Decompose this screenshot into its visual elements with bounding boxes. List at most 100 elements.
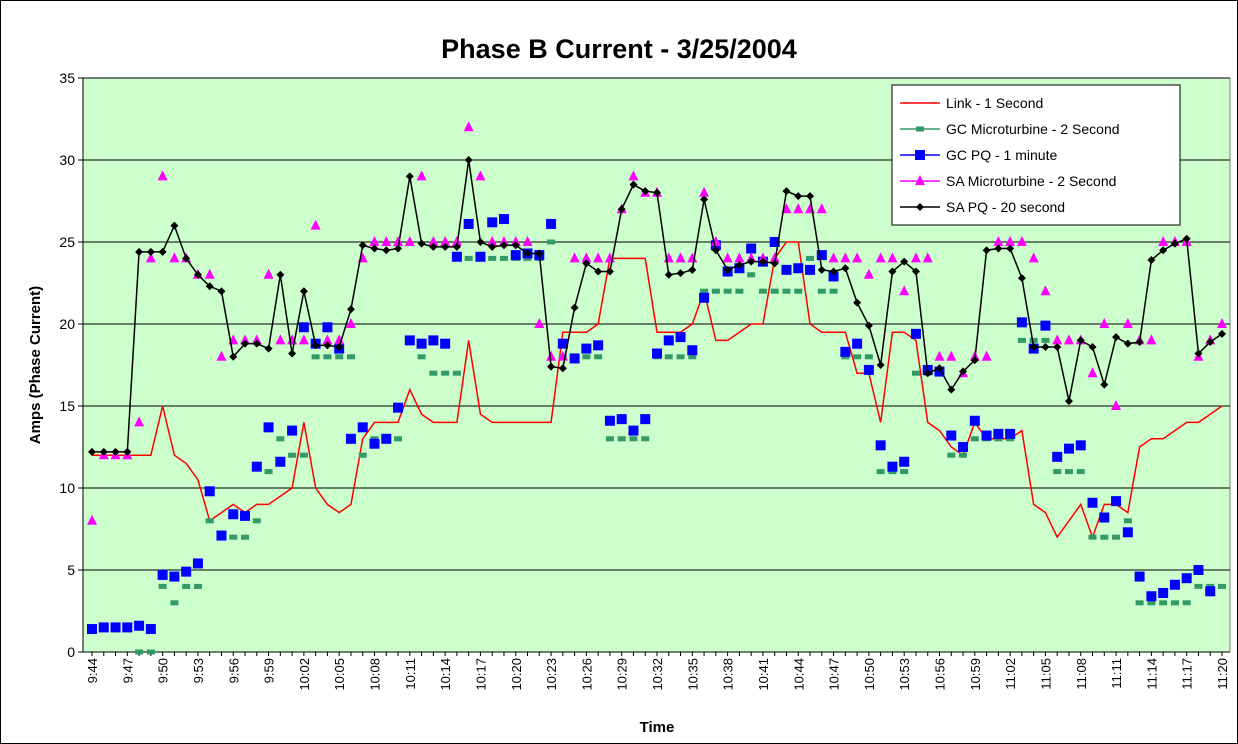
marker [604, 415, 615, 426]
marker [1099, 512, 1110, 523]
marker [794, 192, 803, 201]
marker [1076, 469, 1085, 475]
x-tick-label: 10:08 [368, 658, 383, 691]
marker [676, 269, 685, 278]
marker [829, 288, 838, 294]
marker [863, 268, 874, 279]
y-tick-label: 25 [59, 234, 75, 250]
marker [1217, 318, 1227, 328]
marker [287, 425, 298, 436]
marker [641, 187, 650, 196]
marker [240, 334, 251, 345]
marker [922, 252, 933, 263]
marker [1041, 337, 1050, 343]
marker [900, 257, 909, 266]
marker [816, 250, 827, 261]
marker [322, 334, 333, 345]
marker [594, 267, 603, 276]
marker [1169, 579, 1180, 590]
marker [781, 264, 792, 275]
marker [746, 252, 757, 263]
marker [1088, 342, 1097, 351]
marker [1063, 334, 1074, 345]
x-tick-label: 9:50 [156, 658, 171, 683]
marker [959, 452, 968, 458]
marker [475, 251, 486, 262]
marker [947, 452, 956, 458]
legend-marker [915, 175, 925, 185]
marker [817, 288, 826, 294]
marker [217, 287, 226, 296]
marker [417, 239, 426, 248]
marker [864, 321, 873, 330]
marker [311, 354, 320, 360]
marker [923, 369, 932, 378]
x-tick-label: 11:17 [1180, 658, 1195, 690]
marker [628, 170, 639, 181]
marker [675, 252, 686, 263]
marker [734, 252, 745, 263]
marker [994, 244, 1003, 253]
marker [981, 430, 992, 441]
marker [241, 339, 250, 348]
marker [346, 305, 355, 314]
x-tick-label: 11:14 [1144, 658, 1159, 690]
x-tick-label: 10:38 [721, 658, 736, 691]
marker [1053, 469, 1062, 475]
marker [87, 624, 97, 635]
marker [1016, 317, 1027, 328]
marker [935, 364, 944, 373]
marker [169, 571, 180, 582]
marker [593, 340, 604, 351]
marker [569, 252, 580, 263]
marker [1088, 534, 1097, 540]
marker [475, 170, 486, 181]
marker [429, 370, 438, 376]
marker [452, 370, 461, 376]
marker [1218, 329, 1226, 338]
marker [794, 288, 803, 294]
x-tick-label: 10:44 [791, 658, 806, 691]
marker [806, 255, 815, 261]
marker [1146, 591, 1157, 602]
marker [1181, 573, 1192, 584]
marker [346, 354, 355, 360]
x-tick-label: 10:17 [473, 658, 488, 691]
marker [1052, 451, 1063, 462]
marker [510, 236, 521, 246]
marker [182, 254, 191, 263]
marker [451, 251, 462, 262]
marker [852, 338, 863, 349]
marker [535, 249, 544, 258]
marker [852, 252, 863, 263]
marker [735, 288, 744, 294]
marker [723, 288, 732, 294]
marker [864, 354, 873, 360]
marker [440, 338, 451, 349]
marker [617, 436, 626, 442]
marker [863, 364, 874, 375]
marker [88, 447, 96, 456]
marker [1087, 497, 1098, 508]
marker [970, 436, 979, 442]
marker [688, 265, 697, 274]
marker [263, 268, 274, 279]
marker [570, 303, 579, 312]
marker [335, 342, 344, 351]
x-tick-label: 9:44 [85, 658, 100, 683]
marker [594, 354, 603, 360]
marker [910, 328, 921, 339]
marker [122, 622, 133, 633]
marker [969, 415, 980, 426]
marker [581, 343, 592, 354]
marker [499, 255, 508, 261]
x-tick-label: 10:47 [827, 658, 842, 691]
marker [1135, 600, 1144, 606]
x-tick-label: 10:50 [862, 658, 877, 691]
marker [275, 456, 286, 467]
y-axis-title: Amps (Phase Current) [27, 286, 44, 444]
y-tick-label: 0 [67, 644, 75, 660]
marker [769, 237, 780, 247]
x-tick-label: 10:05 [332, 658, 347, 691]
